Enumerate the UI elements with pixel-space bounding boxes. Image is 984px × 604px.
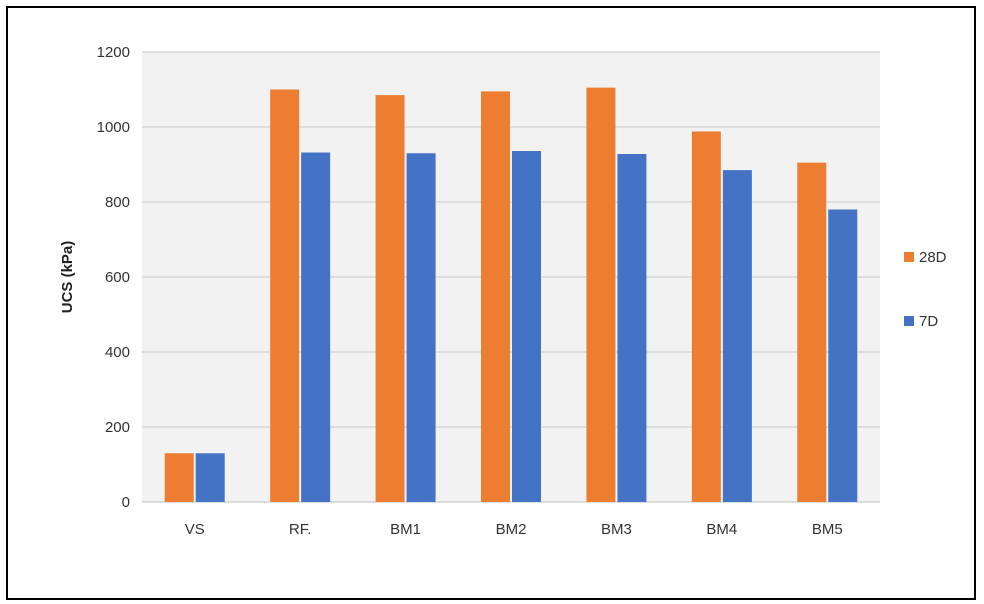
bar-28d-bm1 [375,95,405,502]
legend-swatch-7d [904,316,914,326]
y-tick-label: 1000 [97,119,130,136]
y-tick-label: 200 [105,419,130,436]
bar-7d-bm3 [617,154,647,502]
legend-label-28d: 28D [919,249,947,266]
x-tick-label: BM2 [496,521,527,538]
x-tick-label: VS [185,521,205,538]
y-tick-label: 800 [105,194,130,211]
bar-7d-vs [195,453,225,502]
bar-28d-rf [270,89,300,502]
x-tick-label: RF. [289,521,312,538]
legend-label-7d: 7D [919,313,938,330]
y-axis-label: UCS (kPa) [59,241,76,314]
gridlines [142,51,880,503]
legend: 28D 7D [904,249,947,330]
bar-7d-rf [301,152,331,502]
bar-7d-bm2 [512,151,541,502]
x-axis-ticks: VS RF. BM1 BM2 BM3 BM4 BM5 [185,521,843,538]
x-tick-label: BM4 [706,521,737,538]
bar-7d-bm1 [406,153,436,502]
bar-7d-bm5 [828,209,858,502]
bar-28d-bm5 [797,162,827,502]
y-axis-ticks: 0 200 400 600 800 1000 1200 [97,44,130,511]
bar-28d-bm2 [481,91,510,502]
x-tick-label: BM3 [601,521,632,538]
bars [164,87,858,502]
y-tick-label: 400 [105,344,130,361]
bar-28d-bm4 [691,131,721,502]
bar-7d-bm4 [722,170,752,502]
y-tick-label: 1200 [97,44,130,61]
bar-28d-vs [164,453,194,502]
y-tick-label: 600 [105,269,130,286]
bar-28d-bm3 [586,87,616,502]
x-tick-label: BM1 [390,521,421,538]
legend-swatch-28d [904,252,914,262]
x-tick-label: BM5 [812,521,843,538]
y-tick-label: 0 [122,494,130,511]
